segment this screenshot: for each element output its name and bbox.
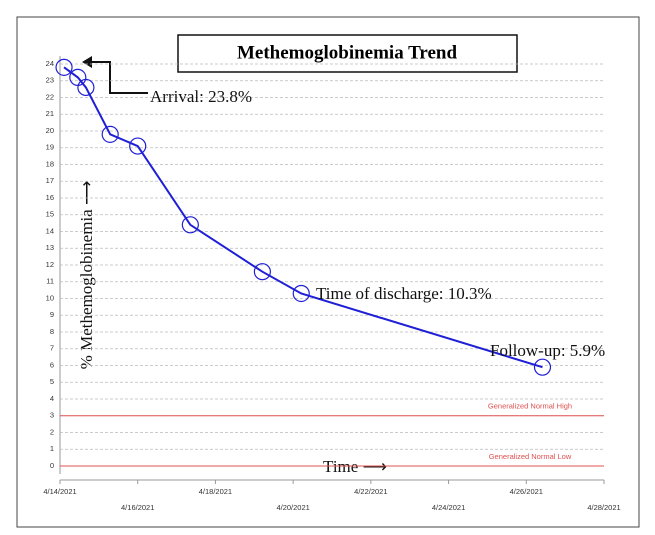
y-tick-label: 0 [50,461,54,470]
y-tick-label: 7 [50,344,54,353]
y-tick-label: 10 [46,293,54,302]
y-tick-label: 9 [50,310,54,319]
series-line [63,66,543,369]
y-tick-label: 17 [46,176,54,185]
y-tick-label: 23 [46,76,54,85]
annotation: Time of discharge: 10.3% [316,284,492,303]
y-tick-label: 21 [46,109,54,118]
y-tick-label: 14 [46,226,54,235]
y-tick-label: 2 [50,427,54,436]
y-tick-label: 12 [46,260,54,269]
point-marker [181,216,199,234]
x-tick-label: 4/24/2021 [432,503,465,512]
reference-label: Generalized Normal Low [489,452,572,461]
point-marker [101,125,119,143]
point-marker [253,263,271,281]
chart-title: Methemoglobinemia Trend [237,42,458,63]
x-tick-label: 4/16/2021 [121,503,154,512]
y-tick-label: 3 [50,411,54,420]
title-box [177,34,518,73]
arrival-arrow [90,61,148,94]
x-tick-label: 4/14/2021 [43,487,76,496]
y-tick-label: 8 [50,327,54,336]
y-tick-label: 16 [46,193,54,202]
frame [16,16,640,528]
y-tick-label: 1 [50,444,54,453]
y-tick-label: 22 [46,92,54,101]
annotation: Follow-up: 5.9% [490,341,605,360]
x-tick-label: 4/20/2021 [276,503,309,512]
y-tick-label: 15 [46,210,54,219]
y-tick-label: 13 [46,243,54,252]
x-tick-label: 4/28/2021 [587,503,620,512]
x-tick-label: 4/26/2021 [510,487,543,496]
y-tick-label: 4 [50,394,54,403]
y-tick-label: 5 [50,377,54,386]
point-marker [129,137,147,155]
y-tick-label: 19 [46,143,54,152]
point-marker [55,58,73,76]
y-tick-label: 6 [50,360,54,369]
y-tick-label: 24 [46,59,54,68]
point-marker [533,358,552,376]
x-tick-label: 4/18/2021 [199,487,232,496]
y-tick-label: 20 [46,126,54,135]
y-tick-label: 11 [46,277,54,286]
arrow-head [82,56,92,68]
point-marker [77,78,95,97]
reference-label: Generalized Normal High [488,402,572,411]
point-marker [292,284,310,303]
annotation: Arrival: 23.8% [150,87,252,106]
y-axis-label: % Methemoglobinemia ⟶ [77,181,96,370]
y-tick-label: 18 [46,159,54,168]
x-tick-label: 4/22/2021 [354,487,387,496]
